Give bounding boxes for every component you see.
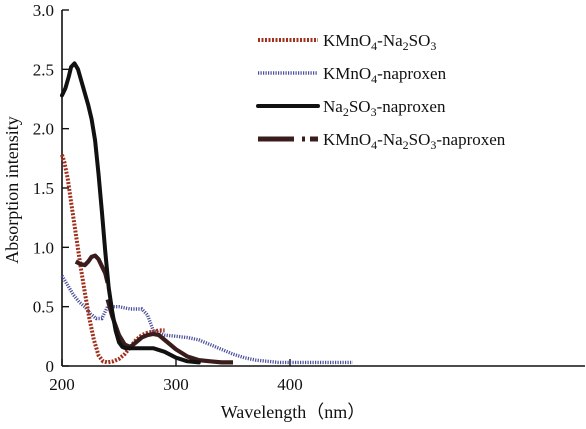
y-tick-label: 1.0 <box>33 238 54 257</box>
series-line-kmno4-na2so3 <box>60 154 165 365</box>
x-axis-title: Wavelength（nm） <box>221 402 366 422</box>
y-tick-label: 2.5 <box>33 60 54 79</box>
legend: KMnO4-Na2SO3 KMnO4-naproxen Na2SO3-naproxe… <box>256 31 506 152</box>
y-tick-label: 1.5 <box>33 179 54 198</box>
legend-label-na2so3-naproxen: Na2SO3-naproxen <box>323 97 446 119</box>
x-tick-label: 200 <box>49 375 75 394</box>
y-tick-label: 3.0 <box>33 1 54 20</box>
x-tick-label: 400 <box>277 375 303 394</box>
series-line-kmno4-naproxen <box>60 274 353 365</box>
x-ticks: 200 300 400 <box>49 359 303 394</box>
y-ticks: 0 0.5 1.0 1.5 2.0 2.5 3.0 <box>33 1 69 376</box>
y-tick-label: 0 <box>46 357 55 376</box>
legend-label-kmno4-na2so3: KMnO4-Na2SO3 <box>323 31 436 53</box>
x-tick-label: 300 <box>163 375 189 394</box>
legend-label-kmno4-na2so3-naproxen: KMnO4-Na2SO3-naproxen <box>323 130 506 152</box>
y-tick-label: 0.5 <box>33 298 54 317</box>
y-tick-label: 2.0 <box>33 120 54 139</box>
series-layer <box>60 61 353 365</box>
legend-label-kmno4-naproxen: KMnO4-naproxen <box>323 64 447 86</box>
series-line-kmno4-na2so3-naproxen <box>74 253 110 284</box>
y-axis-title: Absorption intensity <box>2 116 22 264</box>
series-line-na2so3-naproxen <box>60 61 201 365</box>
